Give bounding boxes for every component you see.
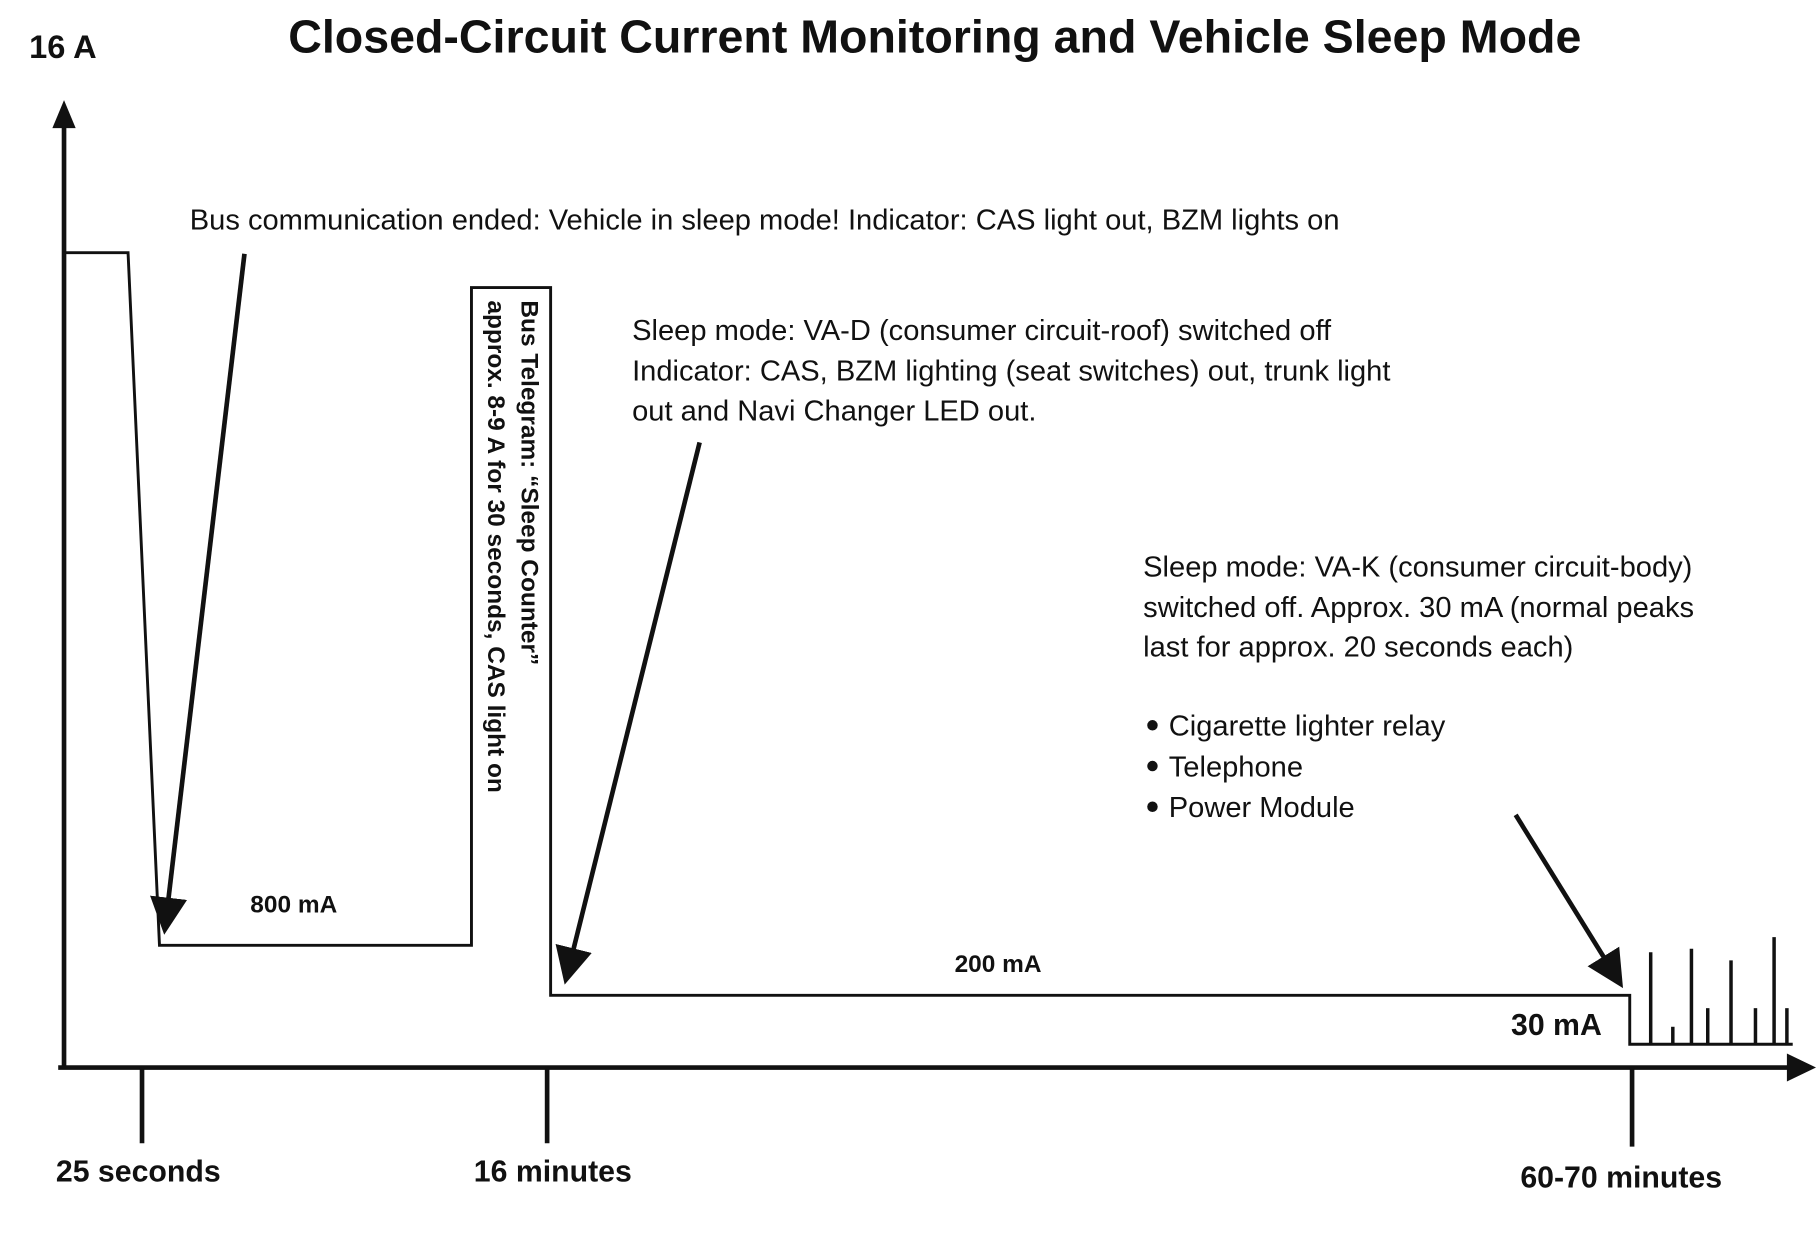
vad-note-line1: Sleep mode: VA-D (consumer circuit-roof)… — [632, 315, 1332, 347]
bullet-list: Cigarette lighter relay Telephone Power … — [1147, 711, 1446, 824]
arrow-vad — [555, 441, 702, 985]
tick-label-16min: 16 minutes — [474, 1156, 632, 1189]
vad-note-line3: out and Navi Changer LED out. — [632, 395, 1036, 427]
vak-note-line3: last for approx. 20 seconds each) — [1143, 632, 1573, 664]
level-200ma: 200 mA — [955, 951, 1042, 978]
arrow-bus-end — [150, 253, 247, 935]
level-800ma: 800 mA — [250, 892, 337, 919]
vad-note-line2: Indicator: CAS, BZM lighting (seat switc… — [632, 356, 1390, 388]
telegram-note-line2: approx. 8-9 A for 30 seconds, CAS light … — [482, 300, 509, 792]
telegram-note-line1: Bus Telegram: “Sleep Counter” — [516, 300, 543, 665]
arrow-vak — [1513, 813, 1624, 989]
y-axis-max-label: 16 A — [29, 28, 97, 65]
vak-note-line1: Sleep mode: VA-K (consumer circuit-body) — [1143, 551, 1692, 583]
bullet-item: Telephone — [1169, 751, 1303, 783]
current-waveform — [64, 251, 1793, 1046]
page-title: Closed-Circuit Current Monitoring and Ve… — [288, 10, 1581, 62]
bullet-item: Cigarette lighter relay — [1169, 711, 1446, 743]
level-30ma: 30 mA — [1511, 1009, 1602, 1042]
current-peaks — [1648, 937, 1789, 1045]
tick-label-60min: 60-70 minutes — [1520, 1161, 1722, 1194]
vak-note-line2: switched off. Approx. 30 mA (normal peak… — [1143, 592, 1694, 624]
y-axis — [52, 100, 76, 1068]
x-axis — [58, 1053, 1816, 1082]
bus-end-note: Bus communication ended: Vehicle in slee… — [190, 204, 1340, 236]
tick-label-25s: 25 seconds — [56, 1156, 221, 1189]
bullet-item: Power Module — [1169, 792, 1355, 824]
